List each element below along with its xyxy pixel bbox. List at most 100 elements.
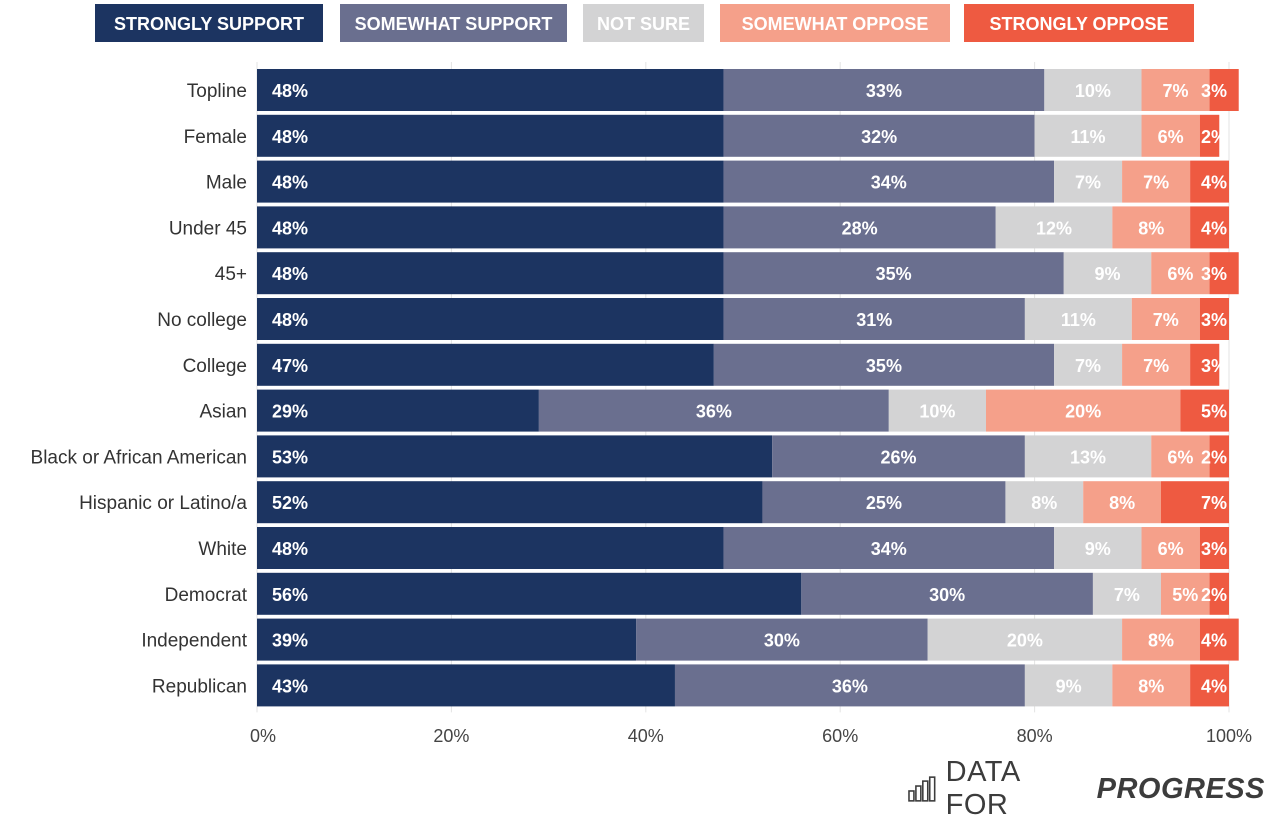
- data-label: 11%: [1071, 127, 1106, 147]
- data-label: 7%: [1143, 356, 1169, 376]
- category-label: Republican: [152, 676, 247, 697]
- legend-label: NOT SURE: [597, 14, 690, 34]
- bar-segment-somewhat-oppose: [1141, 114, 1200, 157]
- data-label: 34%: [871, 539, 907, 559]
- bar-segment-somewhat-support: [723, 298, 1025, 340]
- bar-segment-strongly-oppose: [1199, 114, 1220, 157]
- data-label: 4%: [1201, 173, 1227, 193]
- bar-segment-not-sure: [1054, 527, 1142, 569]
- bar-segment-strongly-oppose: [1209, 69, 1239, 111]
- data-label: 4%: [1201, 218, 1227, 238]
- bar-segment-strongly-oppose: [1190, 664, 1229, 707]
- bar-segment-strongly-oppose: [1190, 206, 1229, 249]
- bar-row-college: 47% 35% 7% 7% 3%: [257, 343, 1227, 386]
- bar-segment-somewhat-oppose: [1151, 435, 1210, 478]
- bar-segment-somewhat-support: [801, 572, 1093, 615]
- legend-swatch: [964, 4, 1194, 42]
- bar-segment-strongly-support: [257, 435, 773, 478]
- data-label: 48%: [272, 81, 308, 101]
- data-label: 48%: [272, 218, 308, 238]
- data-label: 25%: [866, 493, 902, 513]
- bar-row-black-or-african-american: 53% 26% 13% 6% 2%: [257, 435, 1229, 478]
- bar-segment-strongly-support: [257, 206, 724, 249]
- bar-row-no-college: 48% 31% 11% 7% 3%: [257, 298, 1229, 340]
- bar-segment-somewhat-support: [723, 69, 1045, 111]
- bar-row-under-45: 48% 28% 12% 8% 4%: [257, 206, 1229, 249]
- bar-segment-strongly-support: [257, 572, 802, 615]
- data-label: 56%: [272, 585, 308, 605]
- bar-segment-somewhat-oppose: [1112, 664, 1191, 707]
- bar-segment-somewhat-oppose: [1083, 481, 1161, 524]
- data-label: 2%: [1201, 127, 1227, 147]
- bar-segment-strongly-oppose: [1209, 252, 1239, 295]
- data-label: 30%: [764, 631, 800, 651]
- bar-row-democrat: 56% 30% 7% 5% 2%: [257, 572, 1229, 615]
- data-label: 6%: [1167, 447, 1193, 467]
- tick-label: 100%: [1206, 726, 1252, 746]
- data-label: 3%: [1201, 310, 1227, 330]
- bar-segment-not-sure: [1054, 160, 1123, 203]
- legend-item-strongly-oppose: STRONGLY OPPOSE: [964, 4, 1194, 42]
- legend-swatch: [720, 4, 950, 42]
- category-label: Female: [184, 127, 247, 148]
- tick-label: 60%: [822, 726, 858, 746]
- data-label: 36%: [696, 402, 732, 422]
- bar-row-female: 48% 32% 11% 6% 2%: [257, 114, 1227, 157]
- category-labels: Topline Female Male Under 45 45+ No college Co…: [31, 81, 248, 697]
- legend: STRONGLY SUPPORT SOMEWHAT SUPPORT NOT SURE…: [95, 4, 1194, 42]
- bar-segment-strongly-support: [257, 114, 724, 157]
- bar-segment-somewhat-oppose: [1122, 160, 1191, 203]
- bar-segment-not-sure: [995, 206, 1113, 249]
- bar-segment-somewhat-support: [538, 389, 889, 432]
- bar-segment-not-sure: [1024, 664, 1113, 707]
- data-label: 5%: [1201, 402, 1227, 422]
- data-label: 8%: [1031, 493, 1057, 513]
- bar-row-independent: 39% 30% 20% 8% 4%: [257, 618, 1239, 661]
- data-label: 30%: [929, 585, 965, 605]
- bar-segment-somewhat-support: [674, 664, 1025, 707]
- data-label: 10%: [1075, 81, 1111, 101]
- bar-segment-somewhat-support: [723, 527, 1055, 569]
- data-label: 52%: [272, 493, 308, 513]
- data-label: 43%: [272, 676, 308, 696]
- data-label: 8%: [1109, 493, 1135, 513]
- bar-row-white: 48% 34% 9% 6% 3%: [257, 527, 1229, 569]
- data-label: 48%: [272, 539, 308, 559]
- bar-segment-strongly-oppose: [1209, 572, 1229, 615]
- data-label: 48%: [272, 310, 308, 330]
- bar-segment-strongly-support: [257, 664, 675, 707]
- category-label: Black or African American: [31, 447, 247, 468]
- data-label: 34%: [871, 173, 907, 193]
- data-label: 48%: [272, 264, 308, 284]
- category-label: Topline: [187, 81, 247, 102]
- category-label: Under 45: [169, 218, 247, 239]
- data-label: 3%: [1201, 539, 1227, 559]
- bar-segment-strongly-oppose: [1199, 618, 1239, 661]
- data-label: 9%: [1056, 676, 1082, 696]
- category-label: College: [183, 356, 247, 377]
- data-label: 36%: [832, 676, 868, 696]
- data-label: 31%: [856, 310, 892, 330]
- data-label: 13%: [1070, 447, 1106, 467]
- bar-segment-not-sure: [1024, 298, 1132, 340]
- bar-row-45: 48% 35% 9% 6% 3%: [257, 252, 1239, 295]
- bar-segment-not-sure: [888, 389, 986, 432]
- data-label: 3%: [1201, 356, 1227, 376]
- bar-segment-not-sure: [1063, 252, 1152, 295]
- bar-segment-not-sure: [1024, 435, 1152, 478]
- data-label: 7%: [1143, 173, 1169, 193]
- gridlines: [256, 62, 1230, 713]
- brand-emphasis: PROGRESS: [1096, 772, 1265, 805]
- bar-segment-strongly-support: [257, 527, 724, 569]
- data-label: 7%: [1201, 493, 1227, 513]
- data-label: 33%: [866, 81, 902, 101]
- data-label: 4%: [1201, 676, 1227, 696]
- bar-segment-somewhat-support: [762, 481, 1006, 524]
- bar-segment-somewhat-oppose: [1131, 298, 1200, 340]
- category-label: Asian: [199, 402, 247, 423]
- data-label: 26%: [881, 447, 917, 467]
- bar-segment-strongly-support: [257, 343, 714, 386]
- data-label: 20%: [1065, 402, 1101, 422]
- data-label: 48%: [272, 127, 308, 147]
- data-label: 5%: [1172, 585, 1198, 605]
